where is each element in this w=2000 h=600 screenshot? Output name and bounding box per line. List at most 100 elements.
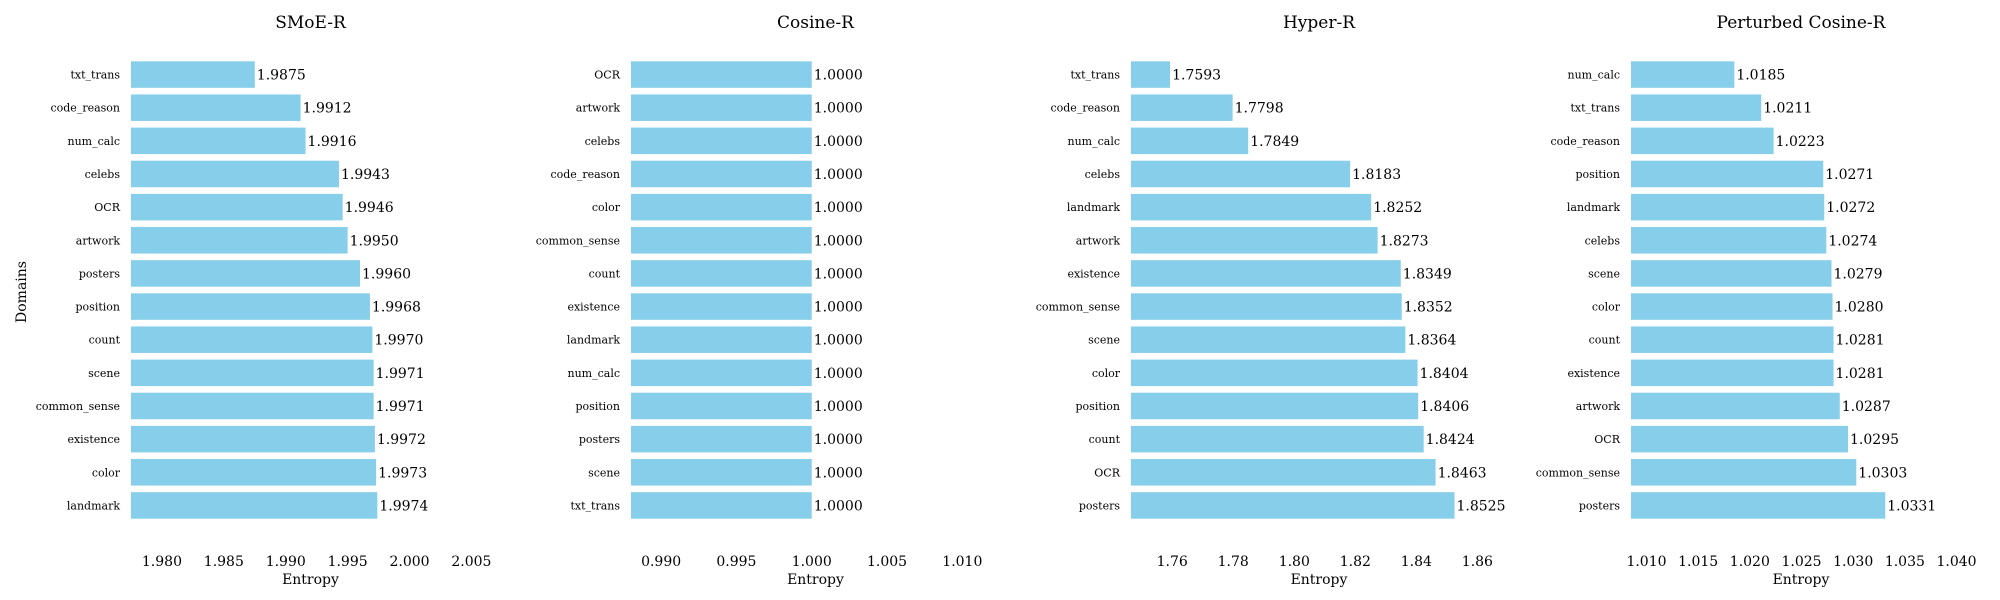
bar: [1131, 459, 1436, 486]
bar: [1131, 193, 1372, 221]
bar: [131, 127, 306, 155]
category-label: color: [92, 466, 121, 479]
x-tick-label: 0.995: [716, 554, 756, 570]
value-label: 1.0271: [1825, 167, 1874, 183]
value-label: 1.0303: [1858, 465, 1907, 481]
category-label: common_sense: [1536, 466, 1620, 479]
bar: [131, 392, 374, 420]
value-label: 1.0211: [1763, 101, 1812, 117]
category-label: code_reason: [550, 168, 620, 181]
category-label: celebs: [85, 168, 121, 181]
category-label: artwork: [1576, 400, 1621, 413]
category-label: code_reason: [1050, 102, 1120, 115]
bar: [1631, 227, 1827, 254]
category-label: txt_trans: [570, 499, 620, 512]
value-label: 1.7593: [1172, 68, 1221, 84]
value-label: 1.8273: [1380, 233, 1429, 249]
category-label: txt_trans: [1070, 69, 1120, 82]
value-label: 1.9971: [376, 366, 425, 382]
bar: [1631, 459, 1857, 486]
value-label: 1.0280: [1835, 300, 1884, 316]
bar: [631, 326, 812, 353]
value-label: 1.7798: [1235, 101, 1284, 117]
value-label: 1.0000: [814, 266, 863, 282]
x-tick-label: 1.84: [1401, 554, 1432, 570]
panel-title: Cosine-R: [777, 13, 855, 33]
bar: [631, 193, 812, 221]
category-label: artwork: [76, 234, 121, 247]
bar: [1131, 492, 1455, 519]
bar: [131, 227, 348, 254]
value-label: 1.8424: [1426, 432, 1475, 448]
x-tick-label: 1.78: [1218, 554, 1249, 570]
value-label: 1.0000: [814, 366, 863, 382]
bar: [1631, 61, 1735, 88]
category-label: celebs: [1085, 168, 1121, 181]
value-label: 1.8364: [1407, 333, 1456, 349]
value-label: 1.9970: [374, 333, 423, 349]
value-label: 1.9943: [341, 167, 390, 183]
bar: [631, 160, 812, 188]
value-label: 1.0000: [814, 200, 863, 216]
category-label: color: [1592, 301, 1621, 314]
x-tick-label: 1.025: [1781, 554, 1821, 570]
value-label: 1.8404: [1420, 366, 1469, 382]
x-tick-label: 1.980: [142, 554, 182, 570]
value-label: 1.9971: [376, 399, 425, 415]
value-label: 1.0287: [1842, 399, 1891, 415]
category-label: landmark: [67, 499, 120, 512]
category-label: common_sense: [1036, 301, 1120, 314]
value-label: 1.8352: [1404, 300, 1453, 316]
bar: [631, 359, 812, 387]
value-label: 1.0000: [814, 333, 863, 349]
bar: [1631, 260, 1832, 287]
category-label: celebs: [585, 135, 621, 148]
value-label: 1.7849: [1250, 134, 1299, 150]
category-label: count: [89, 334, 121, 347]
bar: [1631, 359, 1834, 387]
category-label: scene: [1088, 334, 1120, 347]
category-label: landmark: [567, 334, 620, 347]
bar: [131, 459, 377, 486]
category-label: landmark: [1567, 201, 1620, 214]
bar: [131, 359, 374, 387]
value-label: 1.9974: [379, 498, 428, 514]
panel-title: Hyper-R: [1283, 13, 1356, 33]
bar: [631, 94, 812, 121]
bar: [631, 61, 812, 88]
x-tick-label: 1.76: [1157, 554, 1188, 570]
value-label: 1.0000: [814, 498, 863, 514]
x-tick-label: 2.000: [389, 554, 429, 570]
value-label: 1.0272: [1826, 200, 1875, 216]
x-axis-label: Entropy: [787, 572, 844, 588]
category-label: scene: [88, 367, 120, 380]
category-label: OCR: [1094, 466, 1120, 479]
value-label: 1.9875: [257, 68, 306, 84]
value-label: 1.8349: [1403, 266, 1452, 282]
category-label: posters: [1579, 499, 1620, 512]
bar: [1131, 160, 1351, 188]
value-label: 1.0281: [1836, 333, 1885, 349]
category-label: position: [76, 301, 120, 314]
category-label: txt_trans: [70, 69, 120, 82]
category-label: num_calc: [1068, 135, 1121, 148]
category-label: num_calc: [568, 367, 621, 380]
bar: [131, 94, 301, 121]
category-label: common_sense: [36, 400, 120, 413]
category-label: existence: [67, 433, 120, 446]
bar: [1131, 425, 1424, 453]
bar: [131, 425, 375, 453]
bar: [1631, 425, 1849, 453]
category-label: artwork: [576, 102, 621, 115]
value-label: 1.9912: [303, 101, 352, 117]
panel-title: SMoE-R: [275, 13, 347, 33]
category-label: OCR: [594, 69, 620, 82]
bar: [1131, 94, 1233, 121]
value-label: 1.0274: [1828, 233, 1877, 249]
value-label: 1.9946: [345, 200, 394, 216]
panel-title: Perturbed Cosine-R: [1717, 13, 1887, 33]
value-label: 1.0331: [1887, 498, 1936, 514]
value-label: 1.0281: [1836, 366, 1885, 382]
category-label: existence: [1067, 267, 1120, 280]
